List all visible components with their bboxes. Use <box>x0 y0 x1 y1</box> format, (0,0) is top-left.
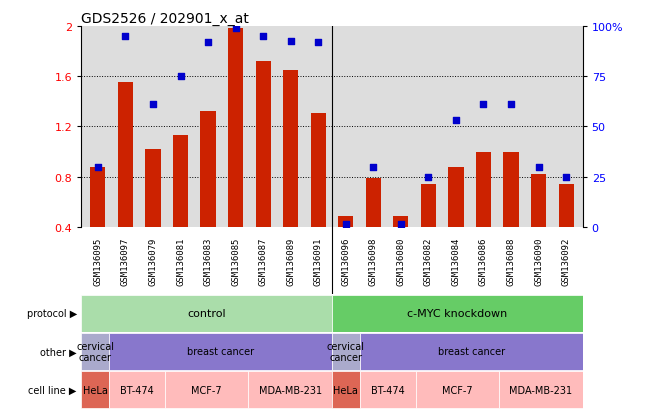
Bar <box>90 167 105 228</box>
Text: GSM136098: GSM136098 <box>369 237 378 285</box>
Text: control: control <box>187 309 226 318</box>
Point <box>258 33 268 40</box>
Text: breast cancer: breast cancer <box>437 347 505 356</box>
Text: GSM136084: GSM136084 <box>451 237 460 285</box>
Text: GSM136088: GSM136088 <box>506 237 516 285</box>
Text: GSM136096: GSM136096 <box>341 237 350 285</box>
Text: cell line ▶: cell line ▶ <box>29 385 77 395</box>
Bar <box>228 29 243 228</box>
Text: BT-474: BT-474 <box>371 385 404 395</box>
Bar <box>360 371 415 408</box>
Text: GSM136087: GSM136087 <box>258 237 268 285</box>
Bar <box>109 371 165 408</box>
Text: GSM136085: GSM136085 <box>231 237 240 285</box>
Point <box>120 33 131 40</box>
Text: protocol ▶: protocol ▶ <box>27 309 77 318</box>
Bar <box>173 136 188 228</box>
Text: GDS2526 / 202901_x_at: GDS2526 / 202901_x_at <box>81 12 249 26</box>
Bar <box>360 333 583 370</box>
Text: MDA-MB-231: MDA-MB-231 <box>509 385 572 395</box>
Bar <box>499 371 583 408</box>
Bar <box>476 152 491 228</box>
Bar <box>366 178 381 228</box>
Point <box>230 26 241 33</box>
Text: GSM136079: GSM136079 <box>148 237 158 285</box>
Text: GSM136097: GSM136097 <box>121 237 130 285</box>
Text: HeLa: HeLa <box>333 385 358 395</box>
Bar <box>415 371 499 408</box>
Bar <box>283 71 298 228</box>
Bar <box>503 152 519 228</box>
Point <box>175 74 186 80</box>
Bar <box>559 185 574 228</box>
Bar <box>449 167 464 228</box>
Point <box>286 38 296 45</box>
Bar <box>165 371 249 408</box>
Text: c-MYC knockdown: c-MYC knockdown <box>408 309 507 318</box>
Point <box>92 164 103 171</box>
Bar <box>311 113 326 228</box>
Bar <box>332 333 360 370</box>
Point <box>533 164 544 171</box>
Text: GSM136086: GSM136086 <box>479 237 488 285</box>
Bar <box>256 62 271 228</box>
Text: GSM136089: GSM136089 <box>286 237 295 285</box>
Point <box>340 222 351 228</box>
Text: breast cancer: breast cancer <box>187 347 254 356</box>
Text: other ▶: other ▶ <box>40 347 77 356</box>
Bar <box>201 112 215 228</box>
Bar <box>81 295 332 332</box>
Bar <box>332 371 360 408</box>
Text: BT-474: BT-474 <box>120 385 154 395</box>
Bar <box>531 175 546 228</box>
Point <box>396 222 406 228</box>
Bar <box>81 333 109 370</box>
Text: GSM136092: GSM136092 <box>562 237 571 285</box>
Bar <box>393 216 408 228</box>
Point <box>313 40 324 46</box>
Bar <box>81 371 109 408</box>
Bar <box>332 295 583 332</box>
Text: MCF-7: MCF-7 <box>191 385 222 395</box>
Point <box>423 174 434 180</box>
Text: GSM136091: GSM136091 <box>314 237 323 285</box>
Point <box>506 101 516 108</box>
Text: GSM136082: GSM136082 <box>424 237 433 285</box>
Bar <box>249 371 332 408</box>
Text: MDA-MB-231: MDA-MB-231 <box>258 385 322 395</box>
Bar <box>145 150 161 228</box>
Text: GSM136083: GSM136083 <box>204 237 213 285</box>
Text: cervical
cancer: cervical cancer <box>327 341 365 362</box>
Bar <box>421 185 436 228</box>
Point <box>203 40 214 46</box>
Text: GSM136095: GSM136095 <box>93 237 102 285</box>
Point <box>368 164 378 171</box>
Bar <box>339 216 353 228</box>
Bar <box>118 83 133 228</box>
Text: cervical
cancer: cervical cancer <box>76 341 115 362</box>
Text: MCF-7: MCF-7 <box>442 385 473 395</box>
Text: GSM136090: GSM136090 <box>534 237 543 285</box>
Point <box>148 101 158 108</box>
Bar <box>109 333 332 370</box>
Point <box>450 118 461 124</box>
Text: HeLa: HeLa <box>83 385 107 395</box>
Point <box>561 174 572 180</box>
Text: GSM136080: GSM136080 <box>396 237 406 285</box>
Point <box>478 101 489 108</box>
Text: GSM136081: GSM136081 <box>176 237 185 285</box>
